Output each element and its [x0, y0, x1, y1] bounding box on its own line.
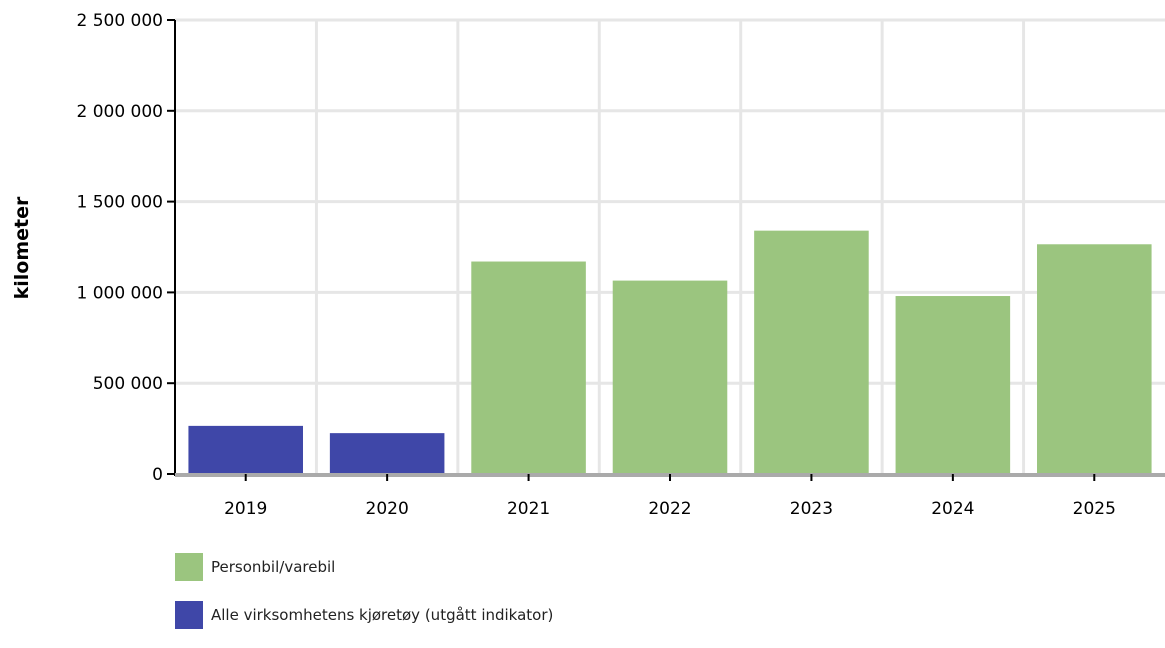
- y-tick-label-3: 1 500 000: [76, 193, 163, 213]
- y-tick-label-4: 2 000 000: [76, 102, 163, 122]
- x-tick-label-2025: 2025: [1073, 499, 1116, 519]
- legend-item-personbil[interactable]: Personbil/varebil: [175, 552, 553, 582]
- y-tick-label-0: 0: [152, 465, 163, 485]
- bar-chart: 0 500 000 1 000 000 1 500 000 2 000 000 2 500…: [11, 11, 1165, 519]
- bar-2022[interactable]: [612, 280, 728, 474]
- bar-2021[interactable]: [471, 261, 586, 474]
- grid-lines: [175, 18, 1165, 474]
- legend-label-personbil: Personbil/varebil: [211, 558, 336, 576]
- x-tick-label-2020: 2020: [366, 499, 409, 519]
- x-tick-label-2024: 2024: [931, 499, 974, 519]
- bar-2020[interactable]: [329, 433, 445, 474]
- legend-label-alle-kjoretoy: Alle virksomhetens kjøretøy (utgått indi…: [211, 606, 554, 624]
- x-tick-label-2023: 2023: [790, 499, 833, 519]
- y-tick-label-1: 500 000: [93, 374, 163, 394]
- legend-item-alle-kjoretoy[interactable]: Alle virksomhetens kjøretøy (utgått indi…: [175, 600, 553, 630]
- legend-swatch-alle-kjoretoy: [175, 601, 203, 629]
- x-tick-label-2022: 2022: [648, 499, 691, 519]
- x-tick-label-2019: 2019: [224, 499, 267, 519]
- axes: [167, 19, 1165, 481]
- bar-2023[interactable]: [754, 230, 869, 474]
- legend-swatch-personbil: [175, 553, 203, 581]
- y-tick-label-2: 1 000 000: [76, 283, 163, 303]
- bar-2019[interactable]: [188, 425, 303, 474]
- legend: Personbil/varebil Alle virksomhetens kjø…: [175, 552, 553, 648]
- bar-2024[interactable]: [895, 296, 1011, 474]
- y-tick-labels: 0 500 000 1 000 000 1 500 000 2 000 000 2 500…: [76, 11, 163, 485]
- y-tick-label-5: 2 500 000: [76, 11, 163, 31]
- x-tick-labels: 2019 2020 2021 2022 2023 2024 2025: [224, 499, 1116, 519]
- bars: [188, 230, 1152, 474]
- y-axis-label: kilometer: [11, 196, 33, 299]
- x-tick-label-2021: 2021: [507, 499, 550, 519]
- bar-2025[interactable]: [1037, 244, 1152, 474]
